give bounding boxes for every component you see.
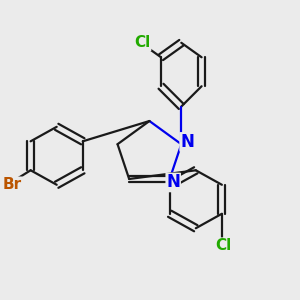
Text: N: N: [166, 173, 180, 191]
Text: Cl: Cl: [134, 35, 151, 50]
Text: Br: Br: [3, 177, 22, 192]
Text: N: N: [180, 133, 194, 151]
Text: Cl: Cl: [215, 238, 231, 253]
